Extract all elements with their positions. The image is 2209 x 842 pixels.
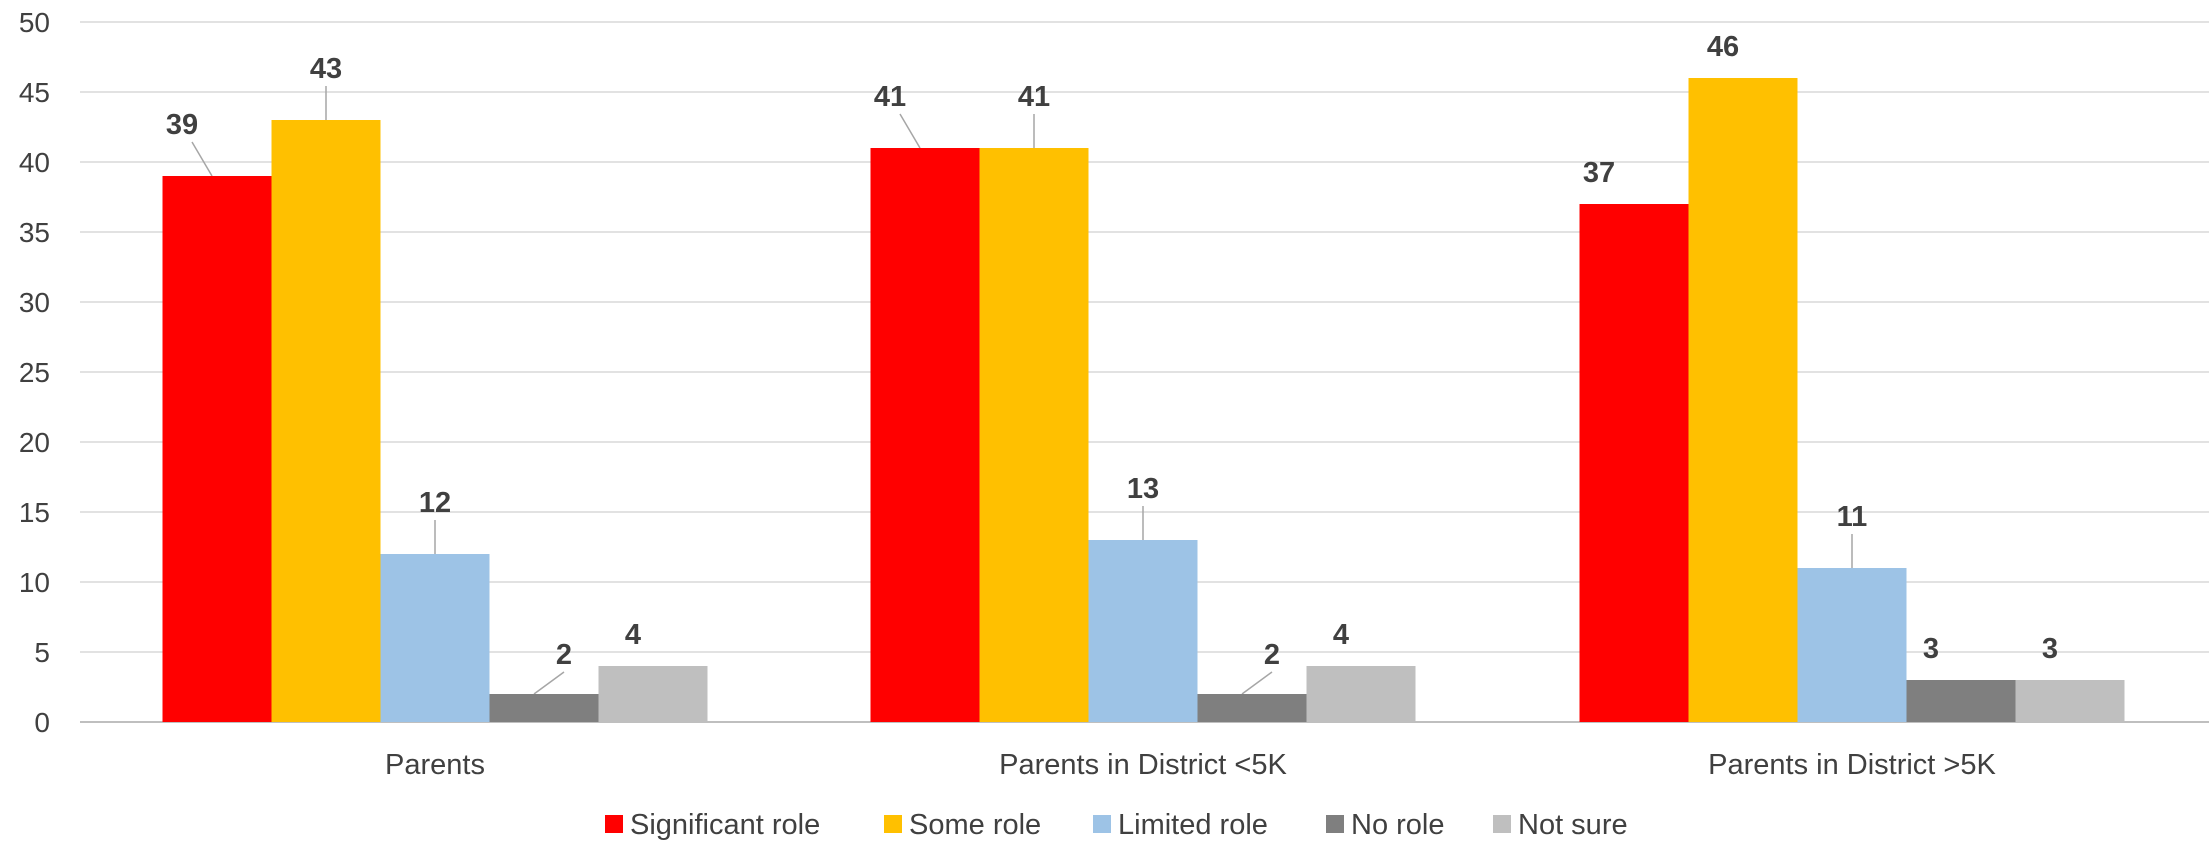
y-axis-tick-labels: 0 5 10 15 20 25 30 35 40 45 50 <box>19 7 50 738</box>
data-label-limited-role-parents-in-district-5k: 13 <box>1127 473 1159 505</box>
legend-label: Significant role <box>630 809 820 841</box>
data-label-not-sure-parents-in-district-5k: 3 <box>2042 633 2058 665</box>
leader-line <box>899 113 921 149</box>
legend: Significant role Some role Limited role No … <box>605 809 1628 841</box>
data-label-limited-role-parents: 12 <box>419 487 451 519</box>
y-tick-label: 35 <box>19 217 50 248</box>
y-tick-label: 30 <box>19 287 50 318</box>
legend-swatch <box>1493 815 1511 833</box>
data-label-leaders <box>191 86 1853 695</box>
bar-no-role-parents-in-district-5k <box>1197 694 1307 722</box>
bar-not-sure-parents-in-district-5k <box>1306 666 1416 722</box>
legend-item-limited-role: Limited role <box>1093 809 1268 841</box>
data-label-not-sure-parents-in-district-5k: 4 <box>1333 619 1349 651</box>
bar-significant-role-parents-in-district-5k <box>870 148 980 722</box>
legend-item-some-role: Some role <box>884 809 1041 841</box>
data-label-some-role-parents-in-district-5k: 41 <box>1018 81 1050 113</box>
data-label-significant-role-parents: 39 <box>166 109 198 141</box>
bars <box>162 78 2125 722</box>
y-tick-label: 40 <box>19 147 50 178</box>
data-label-no-role-parents-in-district-5k: 2 <box>1264 639 1280 671</box>
data-label-no-role-parents-in-district-5k: 3 <box>1923 633 1939 665</box>
category-label-parents-in-district-5k: Parents in District >5K <box>1708 749 1996 781</box>
y-tick-label: 25 <box>19 357 50 388</box>
bar-significant-role-parents <box>162 176 272 722</box>
y-tick-label: 10 <box>19 567 50 598</box>
bar-significant-role-parents-in-district-5k <box>1579 204 1689 722</box>
legend-swatch <box>1326 815 1344 833</box>
category-label-parents-in-district-5k: Parents in District <5K <box>999 749 1287 781</box>
bar-not-sure-parents <box>598 666 708 722</box>
y-tick-label: 45 <box>19 77 50 108</box>
data-label-some-role-parents: 43 <box>310 53 342 85</box>
bar-some-role-parents-in-district-5k <box>1688 78 1798 722</box>
bar-some-role-parents <box>271 120 381 722</box>
legend-item-significant-role: Significant role <box>605 809 820 841</box>
data-label-some-role-parents-in-district-5k: 46 <box>1707 31 1739 63</box>
legend-swatch <box>1093 815 1111 833</box>
data-label-no-role-parents: 2 <box>556 639 572 671</box>
data-label-limited-role-parents-in-district-5k: 11 <box>1837 501 1868 533</box>
bar-limited-role-parents-in-district-5k <box>1088 540 1198 722</box>
bar-limited-role-parents <box>380 554 490 722</box>
bar-no-role-parents <box>489 694 599 722</box>
y-tick-label: 20 <box>19 427 50 458</box>
y-tick-label: 0 <box>34 707 50 738</box>
data-labels: 39 43 12 2 4 41 41 13 2 4 37 46 11 3 3 <box>166 31 2058 671</box>
leader-line <box>191 141 213 177</box>
y-tick-label: 15 <box>19 497 50 528</box>
legend-label: Limited role <box>1118 809 1268 841</box>
data-label-not-sure-parents: 4 <box>625 619 641 651</box>
legend-swatch <box>605 815 623 833</box>
legend-item-no-role: No role <box>1326 809 1445 841</box>
category-label-parents: Parents <box>385 749 485 781</box>
bar-limited-role-parents-in-district-5k <box>1797 568 1907 722</box>
y-tick-label: 5 <box>34 637 50 668</box>
legend-label: No role <box>1351 809 1445 841</box>
category-labels: Parents Parents in District <5K Parents in… <box>385 749 1996 781</box>
bar-some-role-parents-in-district-5k <box>979 148 1089 722</box>
legend-swatch <box>884 815 902 833</box>
leader-line <box>1241 671 1273 695</box>
bar-no-role-parents-in-district-5k <box>1906 680 2016 722</box>
legend-item-not-sure: Not sure <box>1493 809 1628 841</box>
data-label-significant-role-parents-in-district-5k: 37 <box>1583 157 1615 189</box>
legend-label: Not sure <box>1518 809 1628 841</box>
bar-not-sure-parents-in-district-5k <box>2015 680 2125 722</box>
leader-line <box>533 671 565 695</box>
y-tick-label: 50 <box>19 7 50 38</box>
legend-label: Some role <box>909 809 1041 841</box>
data-label-significant-role-parents-in-district-5k: 41 <box>874 81 906 113</box>
